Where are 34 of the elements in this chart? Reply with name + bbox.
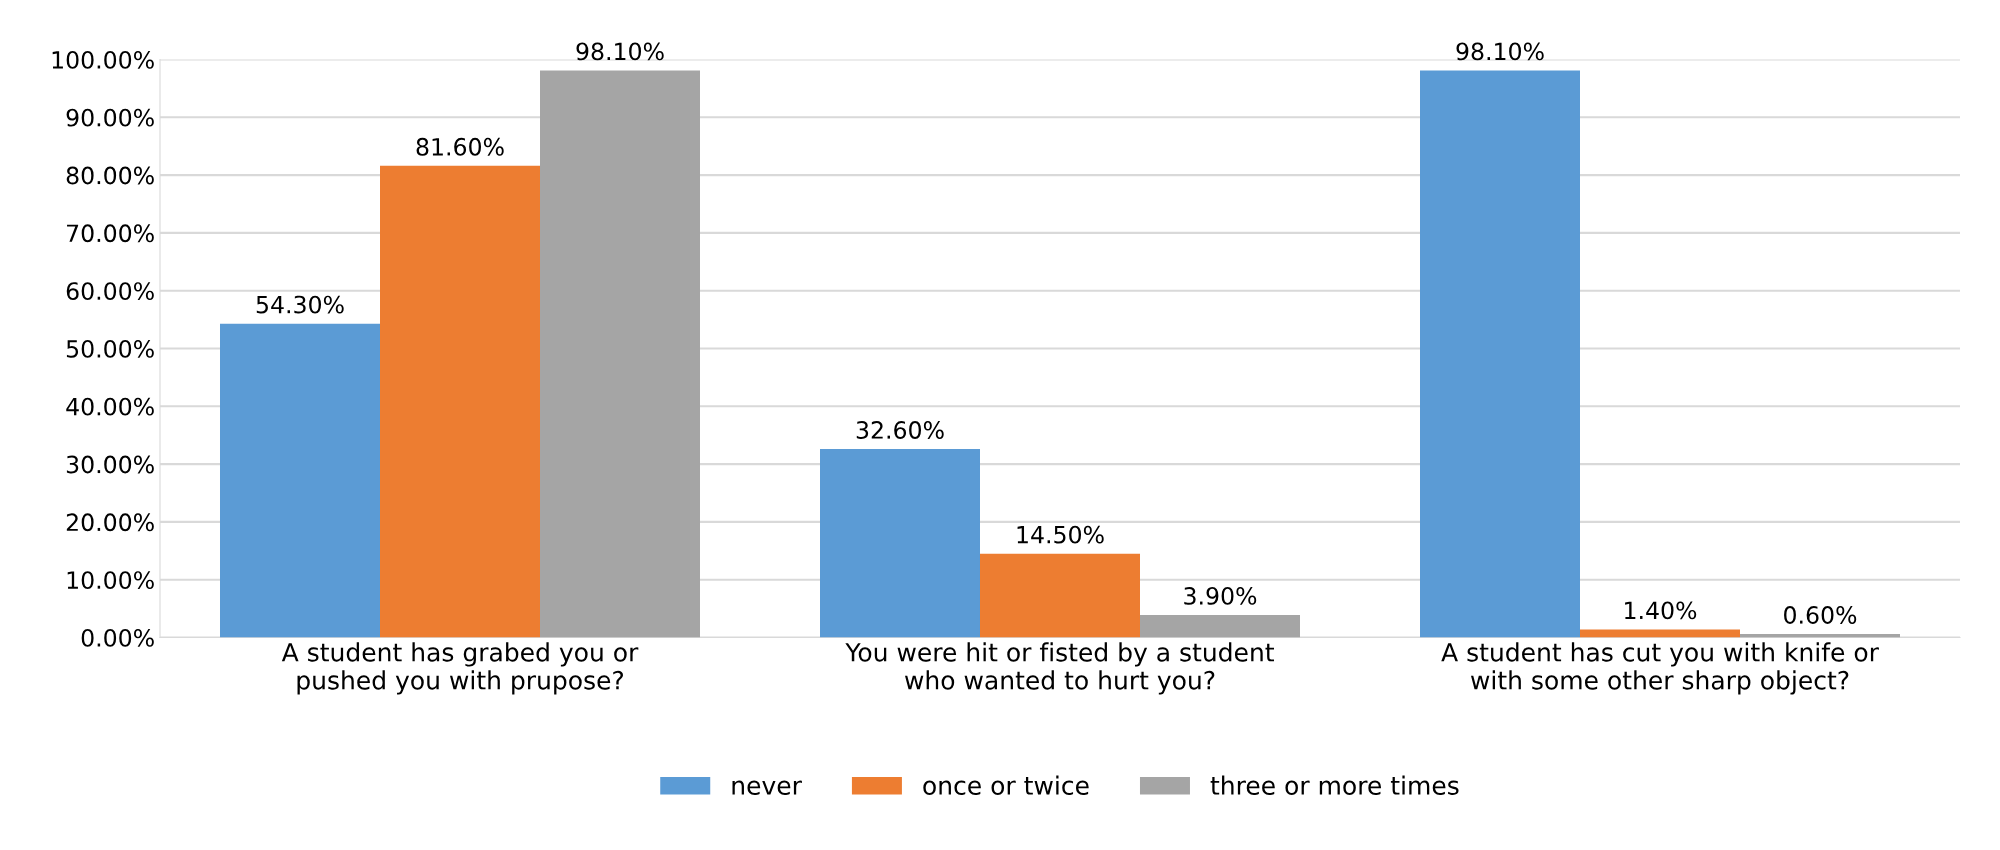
bar: [820, 449, 980, 638]
data-label: 1.40%: [1625, 601, 1697, 620]
bar: [1140, 614, 1300, 638]
y-tick-label: 90.00%: [66, 108, 154, 127]
y-tick-label: 30.00%: [66, 455, 154, 474]
y-tick-label: 60.00%: [66, 282, 154, 301]
y-tick-label: 10.00%: [67, 571, 154, 590]
legend-label: never: [732, 780, 802, 795]
data-label: 81.60%: [416, 137, 504, 156]
data-label: 54.30%: [256, 295, 344, 314]
x-tick-label: A student has cut you with knife or with some other sharp object?: [1441, 642, 1879, 695]
data-label: 98.10%: [576, 42, 664, 61]
data-label: 14.50%: [1017, 525, 1104, 544]
bar: [540, 70, 700, 638]
x-tick-label: You were hit or fisted by a student who wanted to hurt you?: [845, 642, 1274, 695]
y-tick-label: 40.00%: [66, 397, 154, 416]
bar: [1420, 70, 1580, 638]
data-label: 32.60%: [856, 421, 944, 439]
data-label: 3.90%: [1184, 586, 1257, 605]
data-label: 98.10%: [1456, 42, 1544, 61]
bar: [380, 165, 540, 638]
y-tick-label: 50.00%: [66, 339, 154, 358]
data-label: 0.60%: [1784, 606, 1857, 624]
y-tick-label: 80.00%: [66, 166, 154, 185]
bar: [220, 323, 380, 638]
y-tick-label: 100.00%: [52, 50, 154, 69]
bar: [980, 553, 1140, 638]
legend-label: three or more times: [1210, 775, 1459, 795]
bar: [1580, 629, 1740, 638]
y-tick-label: 0.00%: [81, 628, 154, 647]
y-tick-label: 70.00%: [67, 224, 154, 243]
x-tick-label: A student has grabed you or pushed you with prupose?: [281, 642, 639, 695]
legend-label: once or twice: [923, 775, 1089, 795]
y-tick-label: 20.00%: [66, 513, 154, 532]
